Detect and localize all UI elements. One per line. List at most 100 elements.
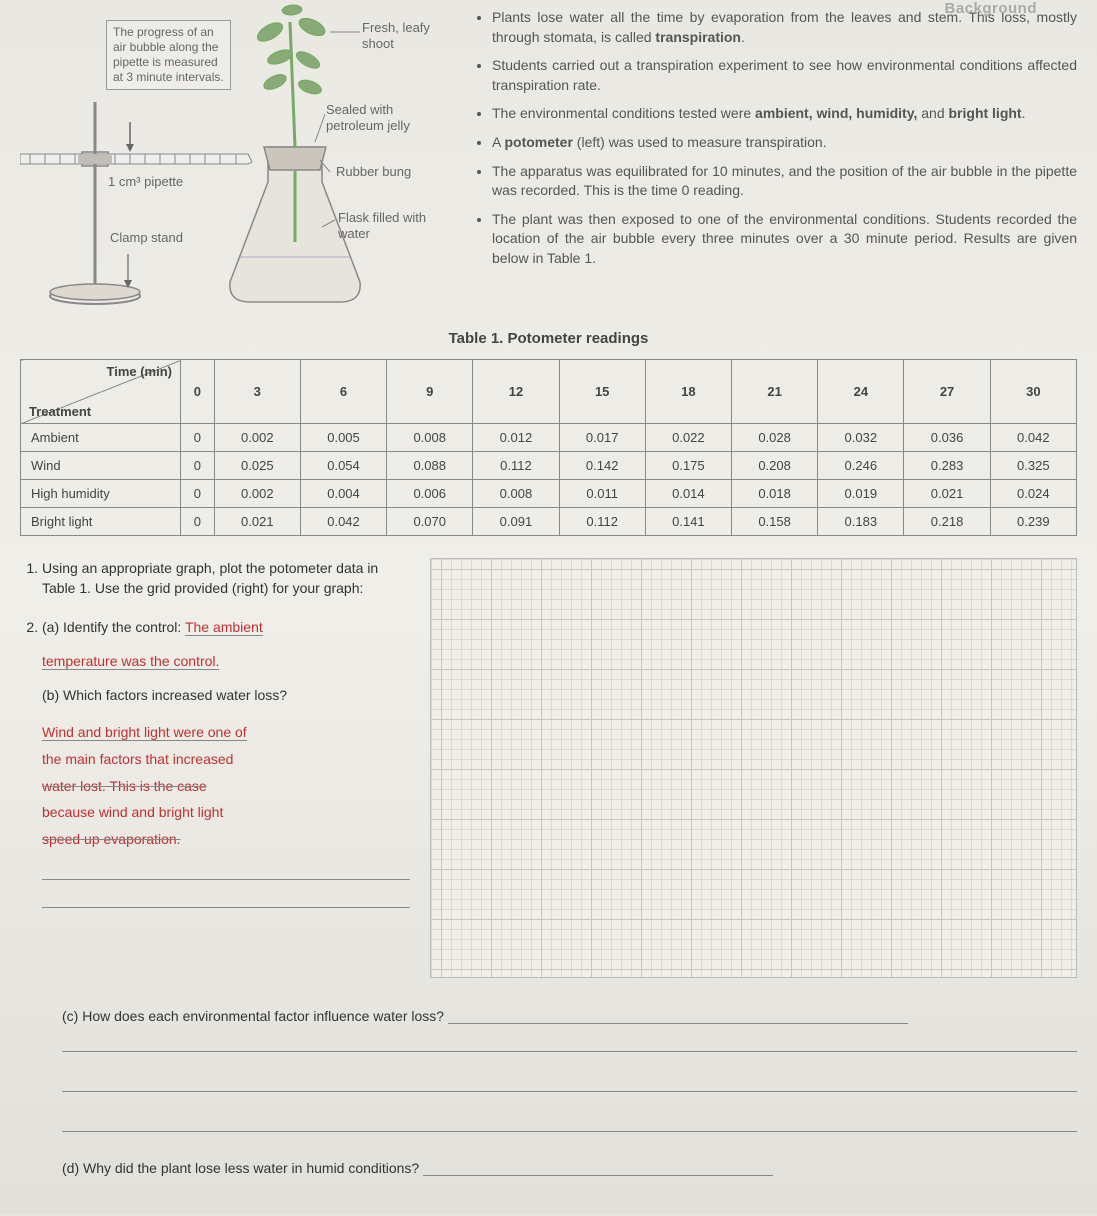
blank-inline — [423, 1175, 773, 1176]
data-cell: 0 — [181, 452, 215, 480]
q2b-answer: Wind and bright light were one of the ma… — [42, 719, 410, 852]
treatment-label: Wind — [21, 452, 181, 480]
graph-grid — [430, 558, 1077, 978]
data-cell: 0.158 — [732, 508, 818, 536]
data-cell: 0.208 — [732, 452, 818, 480]
data-cell: 0 — [181, 424, 215, 452]
questions-column: Using an appropriate graph, plot the pot… — [20, 558, 410, 978]
data-cell: 0.246 — [818, 452, 904, 480]
question-2: (a) Identify the control: The ambient te… — [42, 617, 410, 909]
q2b-prompt: (b) Which factors increased water loss? — [42, 685, 410, 705]
data-cell: 0.036 — [904, 424, 990, 452]
data-cell: 0.042 — [990, 424, 1076, 452]
data-cell: 0.024 — [990, 480, 1076, 508]
background-bullet: Students carried out a transpiration exp… — [492, 56, 1077, 95]
label-pipette: 1 cm³ pipette — [108, 174, 183, 190]
data-cell: 0.006 — [387, 480, 473, 508]
data-cell: 0.021 — [214, 508, 300, 536]
treatment-label: Ambient — [21, 424, 181, 452]
background-bullet: The apparatus was equilibrated for 10 mi… — [492, 162, 1077, 201]
table-row: Ambient00.0020.0050.0080.0120.0170.022 0.… — [21, 424, 1077, 452]
data-cell: 0.112 — [559, 508, 645, 536]
time-header: 3 — [214, 360, 300, 424]
data-cell: 0.018 — [732, 480, 818, 508]
data-cell: 0.017 — [559, 424, 645, 452]
background-bullet: A potometer (left) was used to measure t… — [492, 133, 1077, 153]
label-shoot: Fresh, leafy shoot — [362, 20, 440, 53]
data-cell: 0.002 — [214, 424, 300, 452]
data-cell: 0.025 — [214, 452, 300, 480]
time-header: 15 — [559, 360, 645, 424]
q2a-answer-part1: The ambient — [185, 619, 263, 636]
data-cell: 0.019 — [818, 480, 904, 508]
q2d-prompt: (d) Why did the plant lose less water in… — [62, 1160, 419, 1176]
data-cell: 0.175 — [645, 452, 731, 480]
time-header: 30 — [990, 360, 1076, 424]
background-bullet: The environmental conditions tested were… — [492, 104, 1077, 124]
potometer-diagram: The progress of an air bubble along the … — [20, 2, 440, 312]
treatment-label: Bright light — [21, 508, 181, 536]
time-header: 9 — [387, 360, 473, 424]
label-sealed: Sealed with petroleum jelly — [326, 102, 440, 135]
table-row: Bright light00.0210.0420.0700.0910.1120.… — [21, 508, 1077, 536]
corner-cell: Time (min) Treatment — [21, 360, 181, 424]
background-heading: Background — [944, 0, 1037, 17]
time-header: 18 — [645, 360, 731, 424]
data-cell: 0.088 — [387, 452, 473, 480]
blank-inline — [448, 1023, 908, 1024]
treatment-label: High humidity — [21, 480, 181, 508]
blank-line — [42, 858, 410, 880]
label-progress: The progress of an air bubble along the … — [106, 20, 231, 90]
blank-line — [62, 1072, 1077, 1092]
data-cell: 0.002 — [214, 480, 300, 508]
q2c-prompt: (c) How does each environmental factor i… — [62, 1008, 444, 1024]
background-bullets: Background Plants lose water all the tim… — [470, 2, 1077, 312]
label-flask: Flask filled with water — [338, 210, 440, 243]
corner-time: Time (min) — [107, 364, 173, 379]
blank-line — [42, 886, 410, 908]
corner-treatment: Treatment — [29, 404, 91, 419]
blank-line — [62, 1032, 1077, 1052]
label-clamp: Clamp stand — [110, 230, 183, 246]
data-cell: 0.325 — [990, 452, 1076, 480]
background-bullet: The plant was then exposed to one of the… — [492, 210, 1077, 269]
time-header: 27 — [904, 360, 990, 424]
data-cell: 0.042 — [300, 508, 386, 536]
data-cell: 0.141 — [645, 508, 731, 536]
data-cell: 0.112 — [473, 452, 559, 480]
bottom-questions: (c) How does each environmental factor i… — [20, 1008, 1077, 1176]
potometer-table: Time (min) Treatment 036912151821242730 … — [20, 359, 1077, 536]
data-cell: 0.032 — [818, 424, 904, 452]
data-cell: 0.011 — [559, 480, 645, 508]
q2a-prompt: (a) Identify the control: — [42, 619, 181, 635]
data-cell: 0 — [181, 480, 215, 508]
question-1: Using an appropriate graph, plot the pot… — [42, 558, 410, 599]
table-row: Wind00.0250.0540.0880.1120.1420.1750.208… — [21, 452, 1077, 480]
data-cell: 0.005 — [300, 424, 386, 452]
data-cell: 0.014 — [645, 480, 731, 508]
data-cell: 0.091 — [473, 508, 559, 536]
data-cell: 0.218 — [904, 508, 990, 536]
data-cell: 0.054 — [300, 452, 386, 480]
time-header: 0 — [181, 360, 215, 424]
q2a-answer-part2: temperature was the control. — [42, 653, 219, 670]
time-header: 24 — [818, 360, 904, 424]
blank-line — [62, 1112, 1077, 1132]
table-row: High humidity00.0020.0040.0060.0080.0110… — [21, 480, 1077, 508]
data-cell: 0.008 — [387, 424, 473, 452]
table-caption: Table 1. Potometer readings — [20, 330, 1077, 347]
data-cell: 0.012 — [473, 424, 559, 452]
time-header: 21 — [732, 360, 818, 424]
data-cell: 0.022 — [645, 424, 731, 452]
data-cell: 0.239 — [990, 508, 1076, 536]
data-cell: 0.021 — [904, 480, 990, 508]
time-header: 12 — [473, 360, 559, 424]
data-cell: 0.004 — [300, 480, 386, 508]
data-cell: 0 — [181, 508, 215, 536]
data-cell: 0.183 — [818, 508, 904, 536]
time-header: 6 — [300, 360, 386, 424]
data-cell: 0.008 — [473, 480, 559, 508]
data-cell: 0.142 — [559, 452, 645, 480]
data-cell: 0.070 — [387, 508, 473, 536]
data-cell: 0.283 — [904, 452, 990, 480]
